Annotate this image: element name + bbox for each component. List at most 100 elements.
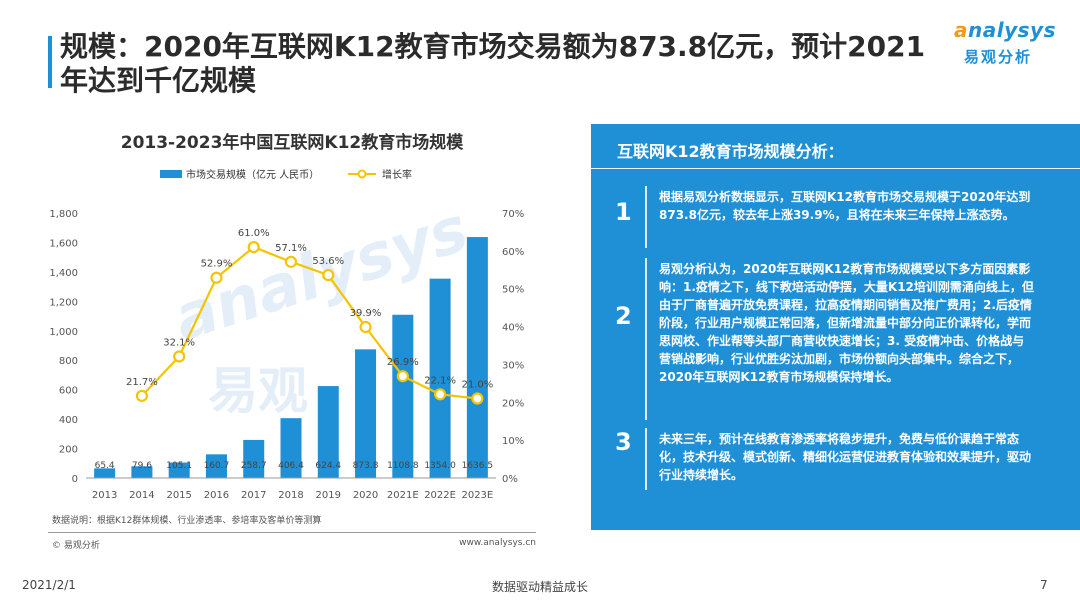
chart-source: © 易观分析 xyxy=(52,541,100,551)
bar-value-label: 160.7 xyxy=(204,461,230,471)
bar-2017 xyxy=(243,439,265,478)
growth-point-2020 xyxy=(359,320,372,334)
growth-value-label: 26.9% xyxy=(387,357,419,368)
growth-value-label: 53.6% xyxy=(312,256,344,267)
growth-point-2021E xyxy=(396,370,409,383)
x-tick-label: 2020 xyxy=(353,490,378,501)
y-tick-label: 400 xyxy=(59,415,78,426)
chart-title: 2013-2023年中国互联网K12教育市场规模 xyxy=(120,133,464,153)
x-tick-label: 2021E xyxy=(387,490,419,501)
point-text-2: 易观分析认为，2020年互联网K12教育市场规模受以下多方面因素影响：1.疫情之… xyxy=(659,262,1034,384)
point-separator-3 xyxy=(645,428,647,490)
x-tick-label: 2014 xyxy=(129,490,154,501)
growth-value-label: 32.1% xyxy=(163,337,195,348)
bar-2016 xyxy=(205,454,227,478)
point-number-1: 1 xyxy=(615,198,632,226)
y2-tick-label: 50% xyxy=(502,285,524,296)
bar-value-label: 258.7 xyxy=(241,461,267,471)
growth-rate-line xyxy=(141,245,478,400)
y-tick-label: 800 xyxy=(59,356,78,367)
y2-tick-label: 10% xyxy=(502,436,524,447)
point-separator-1 xyxy=(645,186,647,248)
y2-tick-label: 40% xyxy=(502,323,524,334)
bar-value-label: 406.4 xyxy=(278,461,304,471)
y-tick-label: 600 xyxy=(59,386,78,397)
y2-tick-label: 30% xyxy=(502,360,524,371)
page-title: 规模：2020年互联网K12教育市场交易额为873.8亿元，预计2021年达到千… xyxy=(60,30,926,97)
y2-tick-label: 70% xyxy=(502,209,524,220)
x-tick-label: 2017 xyxy=(241,490,266,501)
bar-value-label: 624.4 xyxy=(315,461,341,471)
chart-divider xyxy=(48,532,536,533)
point-text-3: 未来三年，预计在线教育渗透率将稳步提升，免费与低价课趋于常态化，技术升级、模式创… xyxy=(659,432,1032,482)
logo-wordmark-rest: nalysys xyxy=(968,18,1056,42)
y-tick-label: 1,800 xyxy=(49,209,78,220)
bar-value-label: 105.1 xyxy=(166,461,192,471)
growth-point-2017 xyxy=(247,240,260,254)
growth-point-2023E xyxy=(471,392,484,405)
brand-logo: analysys 易观分析 xyxy=(948,16,1058,72)
bar-2015 xyxy=(168,462,190,478)
bar-2022E xyxy=(429,278,451,478)
panel-title-divider xyxy=(591,168,1080,169)
bar-2023E xyxy=(466,237,488,478)
growth-value-label: 21.7% xyxy=(126,377,158,388)
page-number: 7 xyxy=(1040,578,1048,592)
x-tick-label: 2019 xyxy=(316,490,341,501)
legend-line-marker xyxy=(357,169,367,179)
bar-value-label: 1636.5 xyxy=(462,461,494,471)
growth-point-2015 xyxy=(173,350,186,363)
footer-date: 2021/2/1 xyxy=(22,578,76,592)
logo-chinese-name: 易观分析 xyxy=(964,48,1033,66)
bar-2018 xyxy=(280,418,302,478)
x-tick-label: 2018 xyxy=(278,490,303,501)
growth-point-2016 xyxy=(210,271,223,284)
bar-2021E xyxy=(392,314,414,478)
title-accent-bar xyxy=(48,36,52,88)
growth-point-2022E xyxy=(433,388,447,401)
legend-bar-swatch xyxy=(160,170,182,178)
growth-point-2014 xyxy=(135,389,149,402)
point-separator-2 xyxy=(645,258,647,420)
watermark-cn: 易观 xyxy=(208,362,308,420)
bar-value-label: 873.8 xyxy=(353,461,379,471)
panel-title: 互联网K12教育市场规模分析： xyxy=(617,142,844,161)
growth-value-label: 52.9% xyxy=(201,259,233,270)
growth-point-2019 xyxy=(322,268,335,282)
analysis-panel: 互联网K12教育市场规模分析： 1 根据易观分析数据显示，互联网K12教育市场交… xyxy=(591,124,1080,530)
chart-data-note: 数据说明：根据K12群体规模、行业渗透率、参培率及客单价等测算 xyxy=(52,516,322,526)
y-tick-label: 1,400 xyxy=(49,268,78,279)
bar-2019 xyxy=(317,386,339,478)
x-tick-label: 2016 xyxy=(204,490,229,501)
bar-2014 xyxy=(131,466,153,478)
chart-website: www.analysys.cn xyxy=(459,538,536,548)
bar-value-label: 1108.8 xyxy=(387,461,419,471)
growth-value-label: 39.9% xyxy=(350,308,382,319)
y-tick-label: 1,200 xyxy=(49,297,78,308)
x-tick-label: 2013 xyxy=(92,490,117,501)
bar-value-label: 65.4 xyxy=(95,461,115,471)
y2-tick-label: 20% xyxy=(502,398,524,409)
growth-point-2018 xyxy=(284,255,298,268)
y-tick-label: 1,600 xyxy=(49,238,78,249)
x-tick-label: 2022E xyxy=(424,490,456,501)
x-tick-label: 2015 xyxy=(166,490,191,501)
y-tick-label: 200 xyxy=(59,445,78,456)
point-text-1: 根据易观分析数据显示，互联网K12教育市场交易规模于2020年达到873.8亿元… xyxy=(659,190,1031,222)
logo-wordmark: analysys xyxy=(954,18,1056,42)
growth-value-label: 21.0% xyxy=(461,380,493,391)
bar-2013 xyxy=(94,468,116,478)
y2-tick-label: 0% xyxy=(502,474,518,485)
legend-bar-label: 市场交易规模（亿元 人民币） xyxy=(186,168,319,181)
bar-value-label: 79.6 xyxy=(132,461,152,471)
logo-wordmark-lead: a xyxy=(954,18,968,42)
legend-line-label: 增长率 xyxy=(382,168,412,181)
growth-value-label: 57.1% xyxy=(275,243,307,254)
growth-value-label: 22.1% xyxy=(424,375,456,386)
y-tick-label: 1,000 xyxy=(49,327,78,338)
footer-slogan: 数据驱动精益成长 xyxy=(491,580,588,594)
growth-value-label: 61.0% xyxy=(238,228,270,239)
y-tick-label: 0 xyxy=(72,474,78,485)
point-number-2: 2 xyxy=(615,302,632,330)
